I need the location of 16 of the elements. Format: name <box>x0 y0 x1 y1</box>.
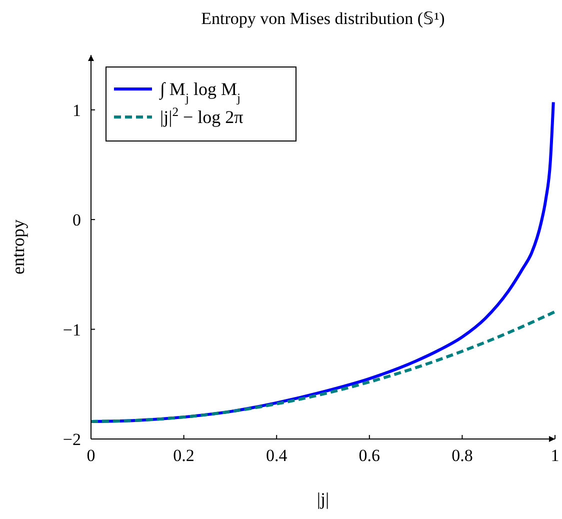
y-tick-label: 0 <box>72 210 81 230</box>
x-tick-label: 0.2 <box>173 446 194 465</box>
x-tick-label: 0.6 <box>358 446 380 465</box>
x-tick-label: 0 <box>86 446 96 465</box>
line-series <box>91 310 555 423</box>
x-tick-label: 0.8 <box>452 446 473 465</box>
y-tick-label: 1 <box>72 100 81 120</box>
x-tick-label: 1 <box>550 446 560 465</box>
legend-label: |j|$^{2}$ − log 2π <box>160 105 244 127</box>
legend-label: ∫ M$_{j}$ log M$_{j}$ <box>159 79 240 105</box>
y-tick-label: −2 <box>62 430 81 449</box>
x-axis-title: |j| <box>316 489 330 509</box>
chart-title: Entropy von Mises distribution (𝕊¹) <box>201 9 445 28</box>
y-tick-label: −1 <box>62 320 81 340</box>
x-tick-label: 0.4 <box>266 446 288 465</box>
y-axis-title: entropy <box>8 220 28 274</box>
